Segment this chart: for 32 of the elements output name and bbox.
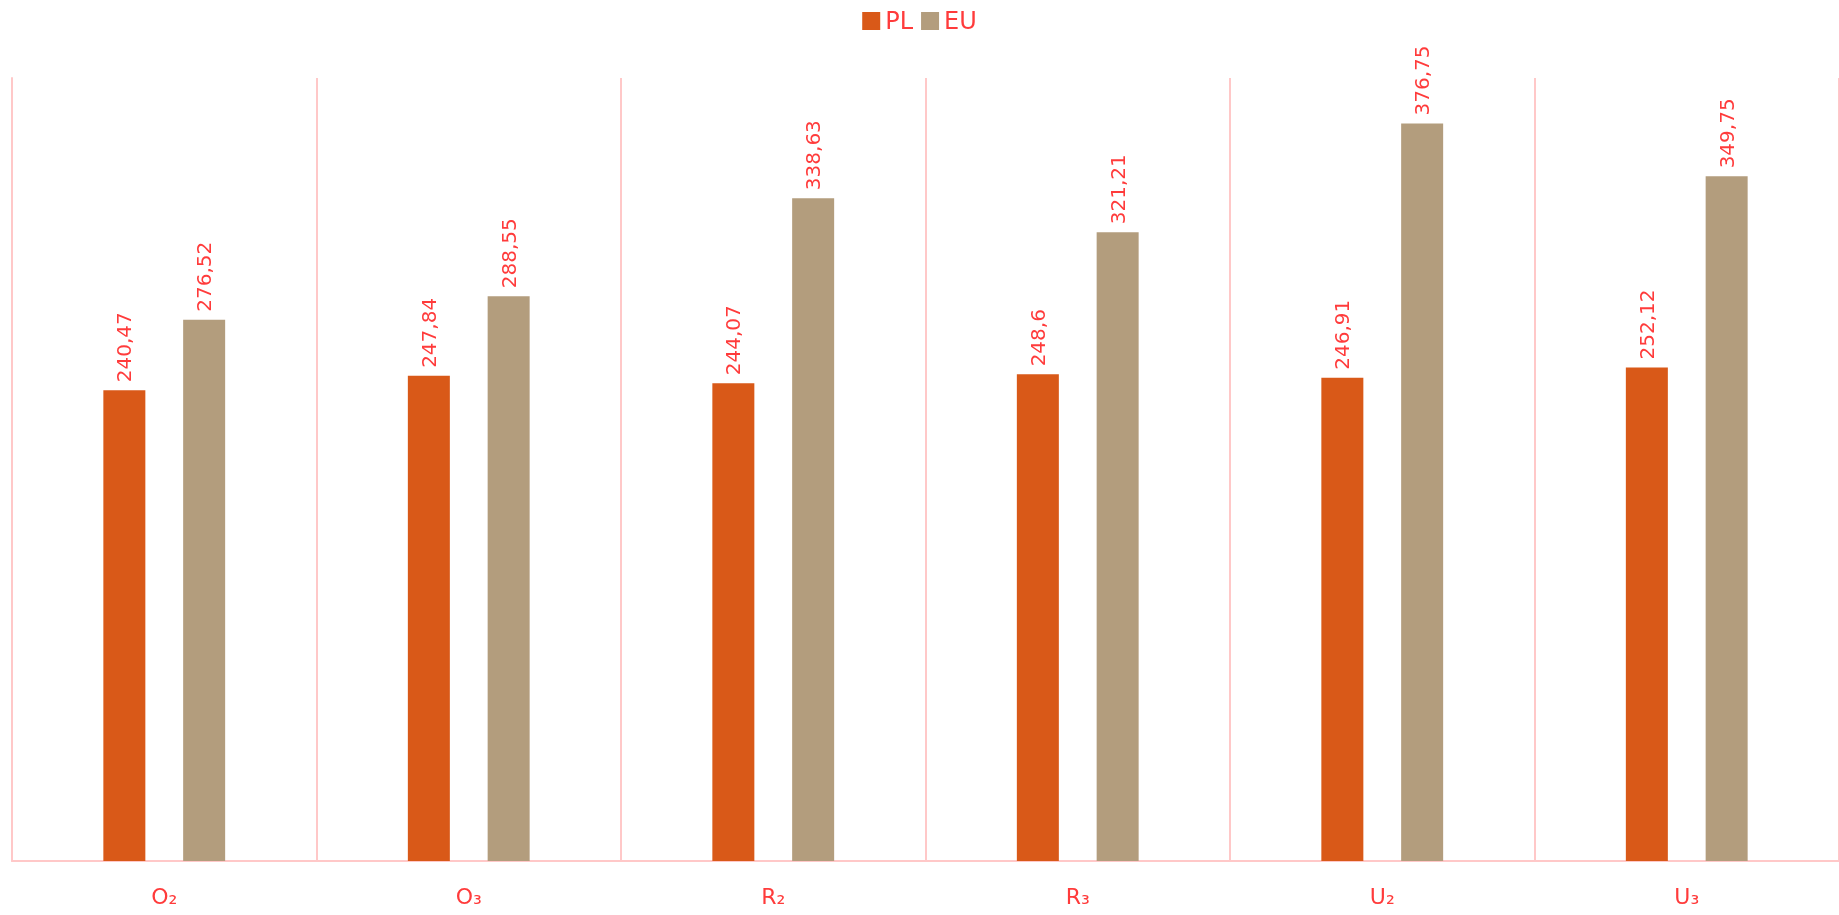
bar <box>1625 367 1668 861</box>
x-tick-label: R₂ <box>761 883 786 909</box>
legend-label: PL <box>885 7 914 35</box>
bar <box>792 198 835 861</box>
data-label: 276,52 <box>192 241 217 312</box>
data-label: 240,47 <box>112 312 137 383</box>
data-label: 252,12 <box>1634 289 1659 360</box>
bar <box>487 296 530 861</box>
data-label: 376,75 <box>1410 45 1435 116</box>
bar <box>1016 374 1059 861</box>
bar <box>1096 232 1139 861</box>
bar <box>183 319 226 861</box>
bar <box>103 390 146 861</box>
data-label: 288,55 <box>496 218 521 289</box>
data-label: 246,91 <box>1330 299 1355 370</box>
data-label: 244,07 <box>721 305 746 376</box>
legend-label: EU <box>944 7 977 35</box>
data-label: 321,21 <box>1105 154 1130 225</box>
bar <box>1705 176 1748 861</box>
x-tick-label: R₃ <box>1065 883 1090 909</box>
bar <box>712 383 755 861</box>
data-label: 349,75 <box>1714 98 1739 169</box>
x-tick-label: O₃ <box>455 883 482 909</box>
bar <box>1401 123 1444 861</box>
x-tick-label: U₃ <box>1674 883 1700 909</box>
bar <box>407 375 450 861</box>
data-label: 338,63 <box>801 120 826 191</box>
data-label: 247,84 <box>416 297 441 368</box>
data-label: 248,6 <box>1025 309 1050 367</box>
x-tick-label: U₂ <box>1369 883 1395 909</box>
x-tick-label: O₂ <box>151 883 178 909</box>
bar <box>1321 377 1364 861</box>
